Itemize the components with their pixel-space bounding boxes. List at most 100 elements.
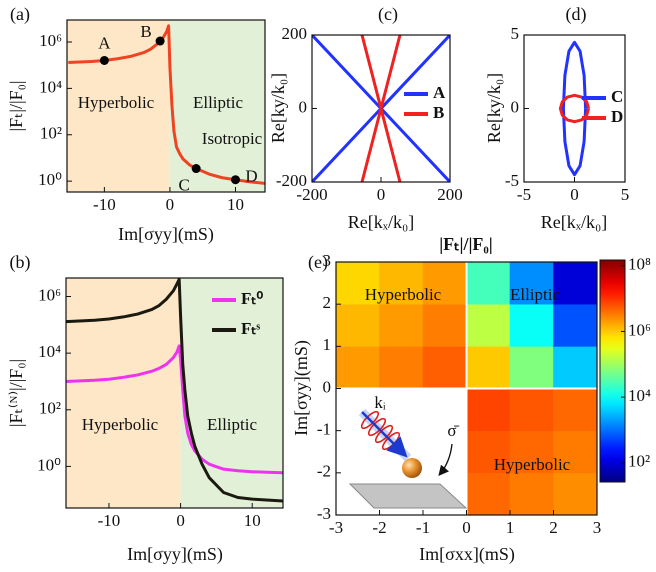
annotation: kᵢ — [374, 393, 386, 412]
legend-label: C — [611, 87, 623, 106]
heat-cell — [423, 346, 467, 388]
heat-cell — [510, 473, 554, 515]
heat-cell — [467, 262, 511, 304]
panel-label: (c) — [378, 4, 398, 25]
x-tick-label: 2 — [549, 518, 558, 537]
heat-cell — [510, 346, 554, 388]
annotation: Hyperbolic — [78, 93, 155, 112]
annotation: Elliptic — [207, 415, 258, 434]
legend-label: Fₜˢ — [241, 319, 260, 338]
heat-cell — [336, 304, 380, 346]
x-tick-label: -5 — [517, 185, 531, 204]
y-tick-label: -3 — [317, 504, 331, 523]
panel-label: (e) — [308, 252, 328, 273]
x-tick-label: 0 — [166, 195, 175, 214]
heat-cell — [510, 389, 554, 431]
x-axis-label: Im[σyy](mS) — [118, 224, 214, 245]
heat-cell — [467, 389, 511, 431]
heat-cell — [467, 473, 511, 515]
x-tick-label: 0 — [570, 185, 579, 204]
heat-cell — [380, 346, 424, 388]
heat-cell — [423, 304, 467, 346]
legend-label: Fₜ⁰ — [241, 289, 263, 308]
colorbar — [600, 260, 625, 482]
data-line — [362, 35, 400, 182]
y-tick-label: 2 — [323, 293, 332, 312]
y-axis-label: Im[σyy](mS) — [291, 340, 312, 436]
x-axis-label: Re[kₓ/k₀] — [541, 212, 607, 232]
x-tick-label: 3 — [593, 518, 602, 537]
point-label: B — [140, 22, 151, 41]
point-label: D — [245, 167, 257, 186]
legend-label: D — [611, 107, 623, 126]
legend-label: B — [433, 103, 444, 122]
y-tick-label: 5 — [511, 24, 520, 43]
x-axis-label: Im[σxx](mS) — [419, 544, 515, 565]
panel — [560, 42, 588, 174]
data-line — [563, 42, 585, 174]
annotation: Hyperbolic — [494, 455, 571, 474]
x-tick-label: 0 — [377, 185, 386, 204]
annotation: Elliptic — [193, 93, 244, 112]
panel-label: (b) — [10, 252, 31, 273]
panel — [66, 278, 283, 508]
particle — [402, 458, 422, 478]
data-point — [156, 37, 165, 46]
annotation: Hyperbolic — [365, 285, 442, 304]
annotation: Isotropic — [202, 129, 263, 148]
x-tick-label: 200 — [437, 185, 463, 204]
y-tick-label: 10² — [40, 124, 62, 143]
plot-frame — [524, 35, 625, 182]
heat-cell — [380, 304, 424, 346]
data-point — [192, 164, 201, 173]
y-tick-label: 10⁴ — [38, 342, 61, 361]
y-tick-label: 10⁴ — [39, 77, 62, 96]
y-tick-label: -1 — [317, 420, 331, 439]
x-tick-label: -10 — [93, 195, 116, 214]
y-tick-label: 0 — [511, 97, 520, 116]
point-label: A — [98, 33, 111, 52]
y-axis-label: |Fₜ|/|F₀| — [6, 80, 26, 131]
heat-cell — [510, 304, 554, 346]
chart-title: |Fₜ|/|F₀| — [439, 234, 493, 254]
heat-cell — [554, 389, 598, 431]
heat-cell — [554, 304, 598, 346]
x-tick-label: 0 — [176, 511, 185, 530]
heat-cell — [554, 473, 598, 515]
data-point — [231, 175, 240, 184]
x-tick-label: -10 — [98, 511, 121, 530]
figure: ABCD-1001010⁰10²10⁴10⁶Im[σyy](mS)|Fₜ|/|F… — [0, 0, 656, 572]
y-tick-label: 10⁰ — [38, 170, 62, 189]
y-tick-label: 10² — [39, 399, 61, 418]
colorbar-tick-label: 10² — [628, 452, 650, 471]
y-tick-label: 0 — [323, 377, 332, 396]
heat-cell — [554, 346, 598, 388]
x-tick-label: 0 — [462, 518, 471, 537]
y-tick-label: 0 — [299, 97, 308, 116]
panel-label: (d) — [566, 4, 587, 25]
page: {"chart_data": [ {"type": "line", "panel… — [0, 0, 656, 572]
x-tick-label: 1 — [506, 518, 515, 537]
x-tick-label: 10 — [244, 511, 261, 530]
panel-label: (a) — [10, 4, 30, 25]
y-tick-label: 1 — [323, 335, 332, 354]
y-axis-label: Re[ky/k₀] — [484, 73, 504, 143]
y-tick-label: 10⁶ — [38, 285, 61, 304]
heat-cell — [467, 304, 511, 346]
heat-cell — [336, 346, 380, 388]
y-tick-label: 10⁶ — [39, 31, 62, 50]
x-tick-label: 5 — [621, 185, 630, 204]
y-tick-label: -5 — [505, 171, 519, 190]
legend-label: A — [433, 83, 446, 102]
x-tick-label: -3 — [329, 518, 343, 537]
panel — [312, 35, 450, 182]
y-axis-label: Re[ky/k₀] — [268, 73, 288, 143]
heat-cell — [467, 346, 511, 388]
y-tick-label: 200 — [282, 24, 308, 43]
x-tick-label: 10 — [227, 195, 244, 214]
x-axis-label: Re[kₓ/k₀] — [348, 212, 414, 232]
colorbar-tick-label: 10⁸ — [628, 255, 651, 274]
y-tick-label: -200 — [276, 171, 307, 190]
x-tick-label: -1 — [416, 518, 430, 537]
colorbar-tick-label: 10⁶ — [628, 320, 651, 339]
